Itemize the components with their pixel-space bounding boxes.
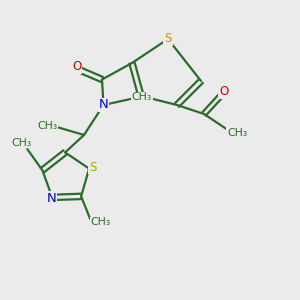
Text: O: O — [72, 60, 81, 74]
Text: N: N — [47, 192, 56, 206]
Text: S: S — [89, 160, 96, 174]
Text: N: N — [99, 98, 108, 112]
Text: S: S — [164, 32, 172, 45]
Text: O: O — [219, 85, 228, 98]
Text: CH₃: CH₃ — [132, 92, 152, 103]
Text: CH₃: CH₃ — [11, 138, 32, 148]
Text: CH₃: CH₃ — [91, 218, 111, 227]
Text: CH₃: CH₃ — [227, 128, 247, 138]
Text: CH₃: CH₃ — [37, 121, 57, 131]
